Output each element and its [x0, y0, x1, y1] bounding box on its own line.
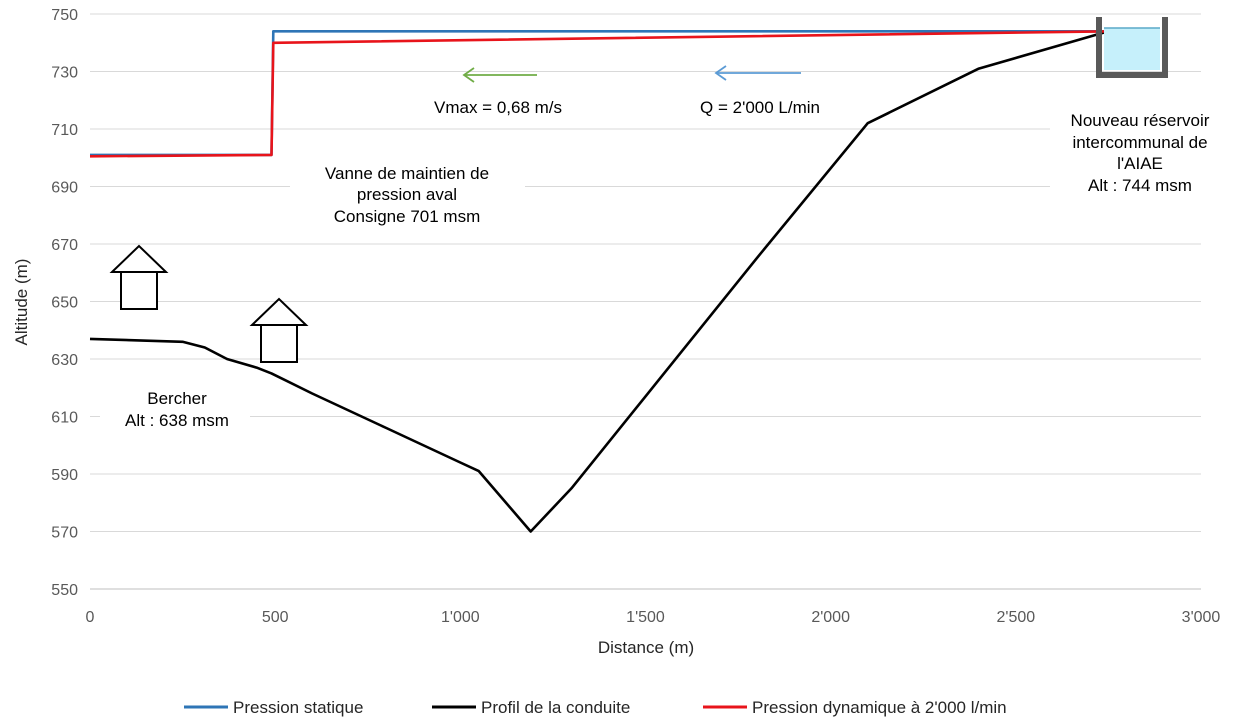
series-line-1: [89, 30, 1109, 533]
y-tick-label: 570: [51, 525, 78, 542]
bercher-label-line1: Bercher: [147, 389, 207, 408]
y-tick-label: 690: [51, 180, 78, 197]
x-tick-label: 500: [262, 609, 289, 626]
series-line-2: [89, 30, 1113, 158]
reservoir-label-line4: Alt : 744 msm: [1088, 176, 1192, 195]
legend-label: Pression statique: [233, 698, 363, 717]
x-tick-label: 2'500: [997, 609, 1036, 626]
reservoir-label-line2: intercommunal de: [1072, 133, 1207, 152]
reservoir-icon: [1096, 17, 1168, 78]
legend-label: Pression dynamique à 2'000 l/min: [752, 698, 1007, 717]
y-tick-label: 650: [51, 295, 78, 312]
y-tick-label: 670: [51, 237, 78, 254]
y-tick-label: 610: [51, 410, 78, 427]
valve-label-line3: Consigne 701 msm: [334, 207, 480, 226]
x-tick-labels: 0 500 1'000 1'500 2'000 2'500 3'000: [86, 609, 1221, 626]
y-tick-label: 750: [51, 7, 78, 24]
house-icon: [249, 297, 309, 363]
x-tick-label: 2'000: [811, 609, 850, 626]
flow-label: Q = 2'000 L/min: [700, 98, 820, 117]
y-tick-label: 590: [51, 467, 78, 484]
grid-lines: [90, 13, 1201, 590]
series-lines: [89, 29, 1113, 533]
y-axis-title: Altitude (m): [12, 259, 31, 346]
reservoir-label-bg: [1050, 104, 1230, 200]
y-tick-labels: 550 570 590 610 630 650 670 690 710 730 750: [51, 7, 78, 599]
x-tick-label: 3'000: [1182, 609, 1221, 626]
reservoir-label-line3: l'AIAE: [1117, 154, 1163, 173]
flow-arrow-icon: [714, 65, 801, 81]
x-axis-title: Distance (m): [598, 638, 694, 657]
y-tick-label: 730: [51, 65, 78, 82]
series-line-0: [90, 29, 1113, 157]
y-tick-label: 550: [51, 582, 78, 599]
bercher-label-line2: Alt : 638 msm: [125, 411, 229, 430]
bercher-label-bg: [100, 383, 250, 433]
reservoir-label-line1: Nouveau réservoir: [1071, 111, 1210, 130]
valve-label-bg: [290, 158, 525, 230]
x-tick-label: 1'500: [626, 609, 665, 626]
y-tick-label: 710: [51, 122, 78, 139]
vmax-arrow-icon: [462, 67, 537, 83]
x-tick-label: 1'000: [441, 609, 480, 626]
y-tick-label: 630: [51, 352, 78, 369]
house-icon: [109, 244, 169, 310]
valve-label-line1: Vanne de maintien de: [325, 164, 489, 183]
legend: Pression statique Profil de la conduite Pr…: [184, 698, 1007, 717]
valve-label-line2: pression aval: [357, 185, 457, 204]
x-tick-label: 0: [86, 609, 95, 626]
legend-label: Profil de la conduite: [481, 698, 630, 717]
vmax-label: Vmax = 0,68 m/s: [434, 98, 562, 117]
